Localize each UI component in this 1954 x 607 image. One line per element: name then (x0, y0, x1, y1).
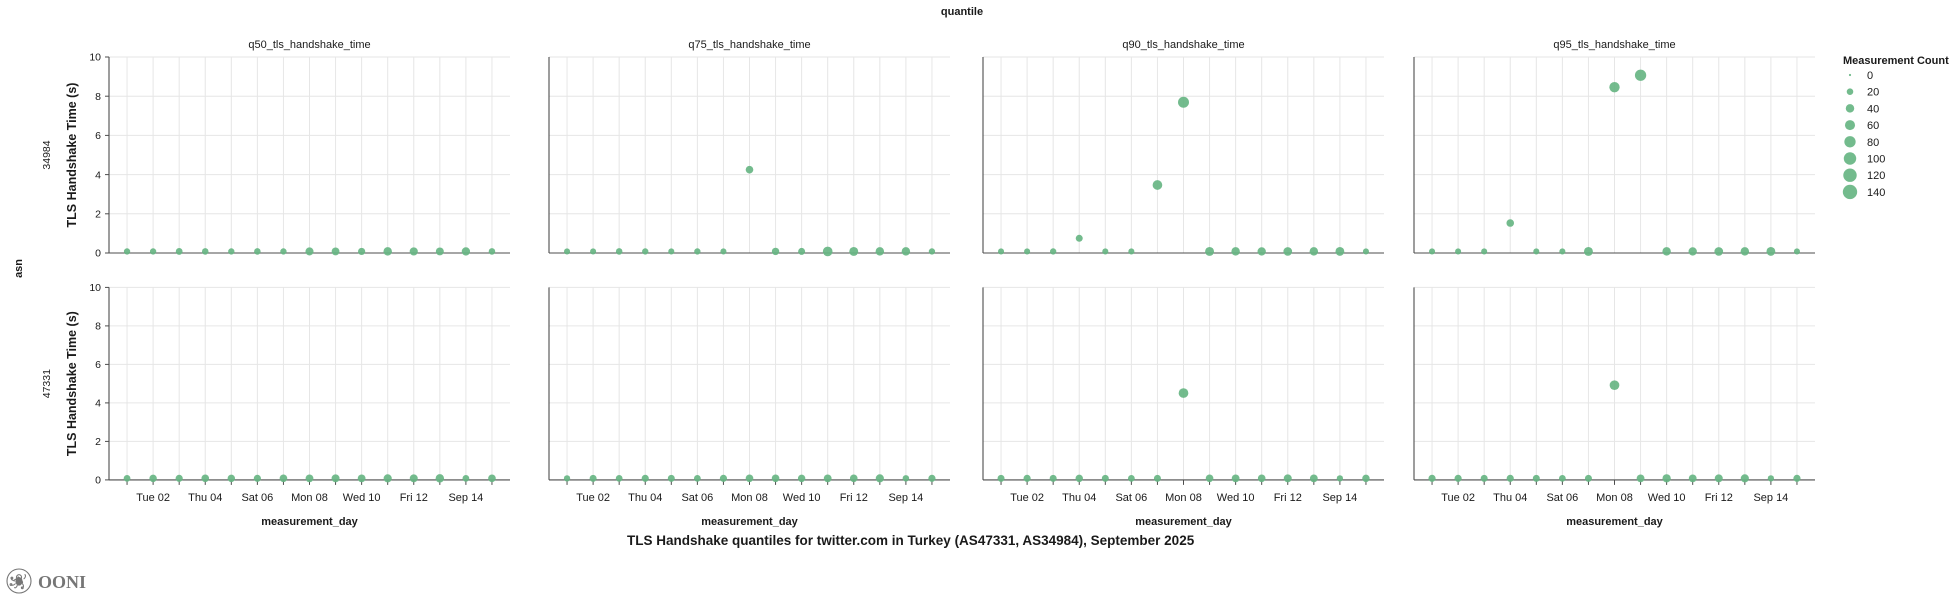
svg-text:34984: 34984 (41, 140, 53, 169)
svg-text:Sep 14: Sep 14 (448, 492, 483, 504)
svg-text:TLS Handshake Time (s): TLS Handshake Time (s) (65, 311, 79, 456)
svg-text:Measurement Count: Measurement Count (1843, 55, 1949, 67)
svg-text:40: 40 (1867, 103, 1879, 115)
svg-text:0: 0 (95, 248, 101, 260)
svg-text:47331: 47331 (41, 369, 53, 398)
svg-text:Sep 14: Sep 14 (1322, 492, 1357, 504)
svg-text:Sat 06: Sat 06 (241, 492, 273, 504)
svg-text:q90_tls_handshake_time: q90_tls_handshake_time (1122, 39, 1244, 51)
svg-text:q50_tls_handshake_time: q50_tls_handshake_time (248, 39, 370, 51)
svg-text:Mon 08: Mon 08 (1596, 492, 1633, 504)
svg-text:q95_tls_handshake_time: q95_tls_handshake_time (1553, 39, 1675, 51)
svg-text:80: 80 (1867, 137, 1879, 149)
svg-text:60: 60 (1867, 120, 1879, 132)
svg-text:Wed 10: Wed 10 (1217, 492, 1255, 504)
svg-text:Fri 12: Fri 12 (1274, 492, 1302, 504)
svg-text:Sat 06: Sat 06 (1546, 492, 1578, 504)
svg-text:quantile: quantile (941, 6, 983, 18)
svg-text:Fri 12: Fri 12 (1705, 492, 1733, 504)
svg-text:Thu 04: Thu 04 (188, 492, 222, 504)
svg-text:Tue 02: Tue 02 (576, 492, 610, 504)
svg-text:140: 140 (1867, 187, 1885, 199)
svg-text:0: 0 (1867, 70, 1873, 82)
svg-text:Thu 04: Thu 04 (1493, 492, 1527, 504)
svg-text:8: 8 (95, 91, 101, 103)
svg-text:TLS Handshake quantiles for tw: TLS Handshake quantiles for twitter.com … (627, 533, 1195, 548)
svg-text:Tue 02: Tue 02 (136, 492, 170, 504)
svg-text:Sep 14: Sep 14 (888, 492, 923, 504)
svg-text:6: 6 (95, 359, 101, 371)
svg-text:measurement_day: measurement_day (261, 516, 358, 528)
svg-text:asn: asn (13, 259, 25, 278)
svg-text:100: 100 (1867, 154, 1885, 166)
svg-text:Fri 12: Fri 12 (840, 492, 868, 504)
svg-text:OONI: OONI (38, 572, 86, 592)
svg-text:Sat 06: Sat 06 (1115, 492, 1147, 504)
svg-text:10: 10 (89, 52, 101, 64)
svg-text:measurement_day: measurement_day (1135, 516, 1232, 528)
svg-text:Tue 02: Tue 02 (1010, 492, 1044, 504)
svg-text:Fri 12: Fri 12 (400, 492, 428, 504)
svg-text:2: 2 (95, 209, 101, 221)
svg-text:Thu 04: Thu 04 (628, 492, 662, 504)
svg-text:q75_tls_handshake_time: q75_tls_handshake_time (688, 39, 810, 51)
svg-text:6: 6 (95, 130, 101, 142)
svg-text:TLS Handshake Time (s): TLS Handshake Time (s) (65, 83, 79, 228)
svg-text:4: 4 (95, 398, 101, 410)
svg-text:20: 20 (1867, 87, 1879, 99)
svg-text:Wed 10: Wed 10 (783, 492, 821, 504)
svg-text:Tue 02: Tue 02 (1441, 492, 1475, 504)
svg-text:2: 2 (95, 436, 101, 448)
svg-text:120: 120 (1867, 170, 1885, 182)
svg-text:Mon 08: Mon 08 (1165, 492, 1202, 504)
svg-text:Wed 10: Wed 10 (343, 492, 381, 504)
svg-text:Sat 06: Sat 06 (681, 492, 713, 504)
svg-text:Sep 14: Sep 14 (1753, 492, 1788, 504)
svg-text:measurement_day: measurement_day (701, 516, 798, 528)
svg-text:measurement_day: measurement_day (1566, 516, 1663, 528)
svg-text:Mon 08: Mon 08 (291, 492, 328, 504)
svg-text:Thu 04: Thu 04 (1062, 492, 1096, 504)
svg-text:0: 0 (95, 475, 101, 487)
svg-text:Wed 10: Wed 10 (1648, 492, 1686, 504)
svg-text:4: 4 (95, 169, 101, 181)
svg-text:10: 10 (89, 282, 101, 294)
svg-text:Mon 08: Mon 08 (731, 492, 768, 504)
svg-text:8: 8 (95, 321, 101, 333)
